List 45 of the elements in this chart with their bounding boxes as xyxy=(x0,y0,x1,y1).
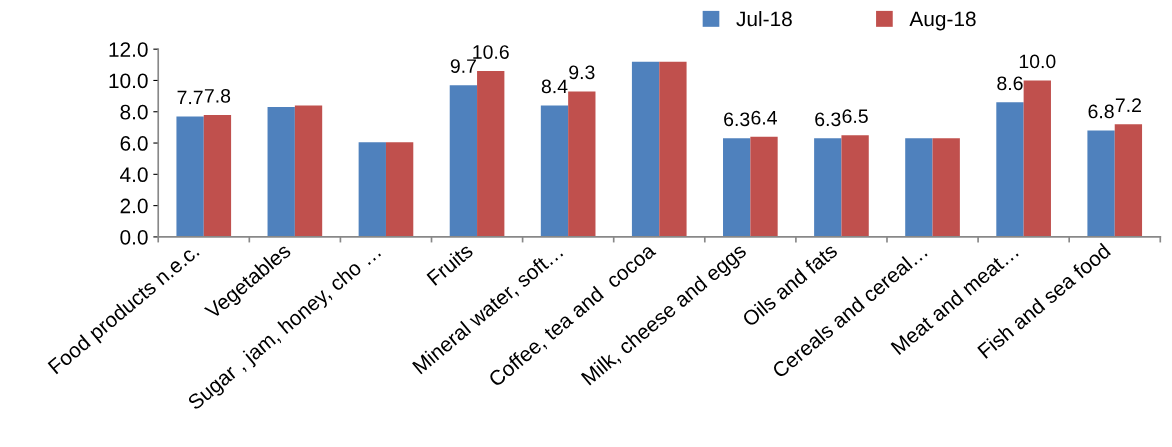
data-label: 8.4 xyxy=(541,79,568,94)
data-label: 7.7 xyxy=(177,90,203,105)
bar xyxy=(176,116,204,237)
y-tick-label: 6.0 xyxy=(120,136,148,151)
y-tick-label: 10.0 xyxy=(109,73,148,89)
bar xyxy=(814,138,842,237)
bar xyxy=(477,71,505,237)
data-label: 9.7 xyxy=(450,59,476,73)
data-label: 6.5 xyxy=(842,109,868,124)
bar xyxy=(294,105,323,237)
y-tick-label: 12.0 xyxy=(109,42,148,57)
data-label: 6.3 xyxy=(815,112,841,127)
bar xyxy=(905,138,933,237)
bar xyxy=(1087,130,1115,237)
data-label: 6.3 xyxy=(724,112,750,127)
bar xyxy=(1114,124,1143,237)
bar xyxy=(723,138,751,237)
y-tick-label: 2.0 xyxy=(120,198,148,214)
bar xyxy=(841,135,869,237)
data-label: 8.6 xyxy=(997,76,1023,91)
data-label: 6.4 xyxy=(751,110,777,125)
y-tick-label: 4.0 xyxy=(120,167,148,183)
y-tick-label: 8.0 xyxy=(120,104,148,120)
data-label: 9.3 xyxy=(569,65,595,80)
data-label: 10.0 xyxy=(1019,54,1056,69)
bar xyxy=(996,102,1024,237)
data-label: 7.8 xyxy=(204,88,231,103)
y-tick-label: 0.0 xyxy=(120,229,148,245)
bar xyxy=(540,105,569,237)
bar xyxy=(750,136,778,237)
bar xyxy=(932,138,960,237)
bar xyxy=(631,61,660,237)
bar xyxy=(358,142,386,237)
bar xyxy=(568,91,596,237)
bar xyxy=(267,107,295,237)
bar xyxy=(449,85,478,237)
legend-label: Aug-18 xyxy=(909,11,976,31)
legend-label: Jul-18 xyxy=(736,11,792,27)
data-label: 10.6 xyxy=(473,45,509,59)
bar xyxy=(1023,80,1051,237)
data-label: 7.2 xyxy=(1115,98,1141,112)
bar xyxy=(385,142,414,237)
bar xyxy=(659,61,687,237)
data-label: 6.8 xyxy=(1088,104,1114,119)
bar xyxy=(203,114,232,237)
